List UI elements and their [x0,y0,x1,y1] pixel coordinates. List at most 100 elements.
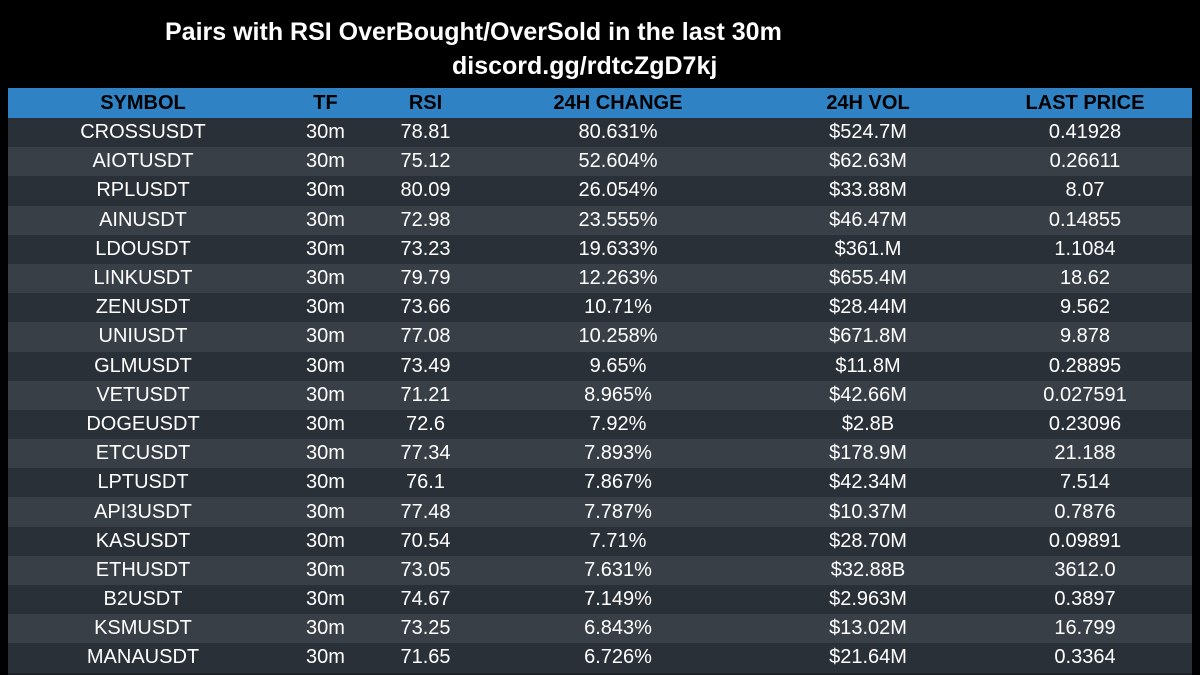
rsi-cell: 75.12 [400,150,451,173]
change-cell: 19.633% [578,237,658,260]
tf-cell: 30m [306,150,345,173]
discord-link[interactable]: discord.gg/rdtcZgD7kj [452,52,718,80]
column-header-last-price[interactable]: LAST PRICE [1025,92,1145,114]
price-cell: 0.26611 [1049,150,1121,173]
price-cell: 7.514 [1059,471,1111,494]
table-row[interactable]: GLMUSDT 30m 73.49 9.65% $11.8M 0.28895 [8,351,1192,381]
table-row[interactable]: CROSSUSDT 30m 78.81 80.631% $524.7M 0.41928 [8,118,1192,148]
change-cell: 7.631% [584,558,652,581]
column-header-24h-vol[interactable]: 24H VOL [826,92,910,114]
table-header-row: SYMBOL TF RSI 24H CHANGE 24H VOL LAST PR… [8,88,1192,118]
volume-cell: $11.8M [835,354,901,377]
table-row[interactable]: AIOTUSDT 30m 75.12 52.604% $62.63M 0.26611 [8,147,1192,177]
volume-cell: $10.37M [829,500,907,523]
tf-cell: 30m [306,442,345,465]
column-header-rsi[interactable]: RSI [408,92,443,114]
rsi-cell: 70.54 [400,529,451,552]
volume-cell: $42.34M [829,471,907,494]
symbol-cell: DOGEUSDT [86,412,200,435]
table-row[interactable]: RPLUSDT 30m 80.09 26.054% $33.88M 8.07 [8,176,1192,206]
change-cell: 52.604% [578,150,658,173]
volume-cell: $21.64M [829,646,907,669]
tf-cell: 30m [306,267,345,290]
symbol-cell: LINKUSDT [93,267,193,290]
volume-cell: $671.8M [829,325,907,348]
symbol-cell: KASUSDT [95,529,191,552]
price-cell: 1.1084 [1054,237,1116,260]
column-header-24h-change[interactable]: 24H CHANGE [553,92,683,114]
table-row[interactable]: B2USDT 30m 74.67 7.149% $2.963M 0.3897 [8,585,1192,615]
table-row[interactable]: UNIUSDT 30m 77.08 10.258% $671.8M 9.878 [8,322,1192,352]
price-cell: 0.027591 [1043,383,1127,406]
change-cell: 6.726% [584,646,652,669]
price-cell: 0.09891 [1048,529,1122,552]
price-cell: 0.41928 [1048,121,1122,144]
tf-cell: 30m [306,179,345,202]
symbol-cell: API3USDT [94,500,192,523]
rsi-cell: 73.23 [400,237,451,260]
table-row[interactable]: DOGEUSDT 30m 72.6 7.92% $2.8B 0.23096 [8,409,1192,440]
tf-cell: 30m [306,500,345,523]
price-cell: 0.23096 [1048,412,1122,435]
rsi-cell: 73.25 [400,617,451,640]
price-cell: 0.3897 [1054,588,1116,611]
change-cell: 7.867% [584,471,652,494]
symbol-cell: MANAUSDT [86,646,200,669]
tf-cell: 30m [306,558,345,581]
tf-cell: 30m [306,412,345,435]
page-title: Pairs with RSI OverBought/OverSold in th… [165,18,782,46]
symbol-cell: LDOUSDT [95,237,191,260]
table-row[interactable]: LPTUSDT 30m 76.1 7.867% $42.34M 7.514 [8,468,1192,498]
volume-cell: $32.88B [830,558,906,581]
symbol-cell: ZENUSDT [95,296,191,319]
rsi-cell: 78.81 [400,121,451,144]
symbol-cell: ETCUSDT [95,442,191,465]
rsi-cell: 74.67 [400,588,451,611]
symbol-cell: AINUSDT [99,208,187,231]
change-cell: 10.258% [578,325,658,348]
price-cell: 21.188 [1054,442,1116,465]
volume-cell: $361.M [834,237,902,260]
price-cell: 3612.0 [1054,558,1116,581]
rsi-cell: 73.66 [400,296,451,319]
change-cell: 7.149% [584,588,652,611]
tf-cell: 30m [306,588,345,611]
change-cell: 23.555% [578,208,658,231]
symbol-cell: AIOTUSDT [92,150,194,173]
table-row[interactable]: ETHUSDT 30m 73.05 7.631% $32.88B 3612.0 [8,555,1192,585]
table-row[interactable]: AINUSDT 30m 72.98 23.555% $46.47M 0.14855 [8,205,1192,235]
volume-cell: $46.47M [829,208,907,231]
change-cell: 80.631% [578,121,658,144]
change-cell: 7.92% [589,412,647,435]
symbol-cell: RPLUSDT [96,179,190,202]
volume-cell: $2.8B [841,412,895,435]
column-header-tf[interactable]: TF [313,92,338,114]
column-header-symbol[interactable]: SYMBOL [100,92,186,114]
table-row[interactable]: LDOUSDT 30m 73.23 19.633% $361.M 1.1084 [8,234,1192,264]
price-cell: 0.7876 [1054,500,1116,523]
table-row[interactable]: KASUSDT 30m 70.54 7.71% $28.70M 0.09891 [8,526,1192,556]
table-row[interactable]: MANAUSDT 30m 71.65 6.726% $21.64M 0.3364 [8,643,1192,673]
price-cell: 9.562 [1059,296,1111,319]
tf-cell: 30m [306,296,345,319]
price-cell: 0.28895 [1048,354,1122,377]
tf-cell: 30m [306,325,345,348]
table-row[interactable]: API3USDT 30m 77.48 7.787% $10.37M 0.7876 [8,497,1192,527]
price-cell: 0.14855 [1048,208,1122,231]
table-row[interactable]: KSMUSDT 30m 73.25 6.843% $13.02M 16.799 [8,614,1192,644]
rsi-cell: 80.09 [400,179,451,202]
change-cell: 10.71% [584,296,652,319]
tf-cell: 30m [306,237,345,260]
volume-cell: $524.7M [829,121,907,144]
change-cell: 12.263% [578,267,658,290]
table-row[interactable]: VETUSDT 30m 71.21 8.965% $42.66M 0.027591 [8,380,1192,410]
table-row[interactable]: ZENUSDT 30m 73.66 10.71% $28.44M 9.562 [8,293,1192,323]
table-row[interactable]: ETCUSDT 30m 77.34 7.893% $178.9M 21.188 [8,439,1192,469]
tf-cell: 30m [306,354,345,377]
tf-cell: 30m [306,383,345,406]
rsi-cell: 73.05 [400,558,451,581]
change-cell: 8.965% [584,383,652,406]
rsi-cell: 72.6 [406,412,445,435]
table-body: CROSSUSDT 30m 78.81 80.631% $524.7M 0.41928 AI… [8,118,1192,673]
table-row[interactable]: LINKUSDT 30m 79.79 12.263% $655.4M 18.62 [8,263,1192,294]
